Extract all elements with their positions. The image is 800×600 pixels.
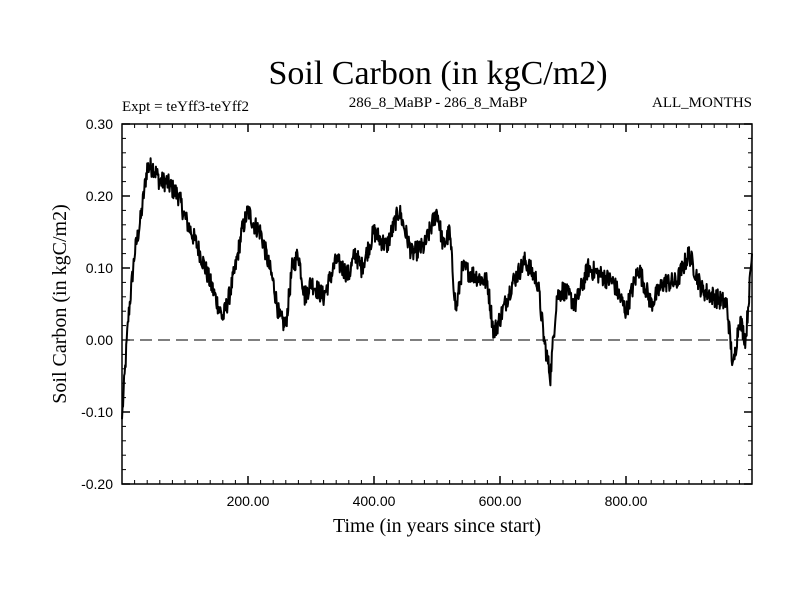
- y-tick-label: 0.10: [86, 260, 113, 276]
- plot-frame: [121, 123, 753, 485]
- chart-title: Soil Carbon (in kgC/m2): [268, 55, 607, 92]
- x-tick-label: 400.00: [353, 493, 396, 509]
- period-label: 286_8_MaBP - 286_8_MaBP: [349, 95, 528, 111]
- experiment-label: Expt = teYff3-teYff2: [122, 99, 249, 115]
- series-line-soil-carbon: [121, 157, 753, 420]
- x-tick-label: 200.00: [227, 493, 270, 509]
- y-tick-label: -0.10: [81, 404, 113, 420]
- x-axis-label: Time (in years since start): [333, 515, 541, 537]
- y-tick-label: 0.30: [86, 116, 113, 132]
- x-tick-label: 800.00: [605, 493, 648, 509]
- x-tick-label: 600.00: [479, 493, 522, 509]
- y-tick-label: 0.20: [86, 188, 113, 204]
- y-tick-label: -0.20: [81, 476, 113, 492]
- x-axis: 200.00 400.00 600.00 800.00: [134, 124, 740, 509]
- y-tick-label: 0.00: [86, 332, 113, 348]
- y-axis-label: Soil Carbon (in kgC/m2): [49, 204, 71, 403]
- months-label: ALL_MONTHS: [652, 95, 752, 111]
